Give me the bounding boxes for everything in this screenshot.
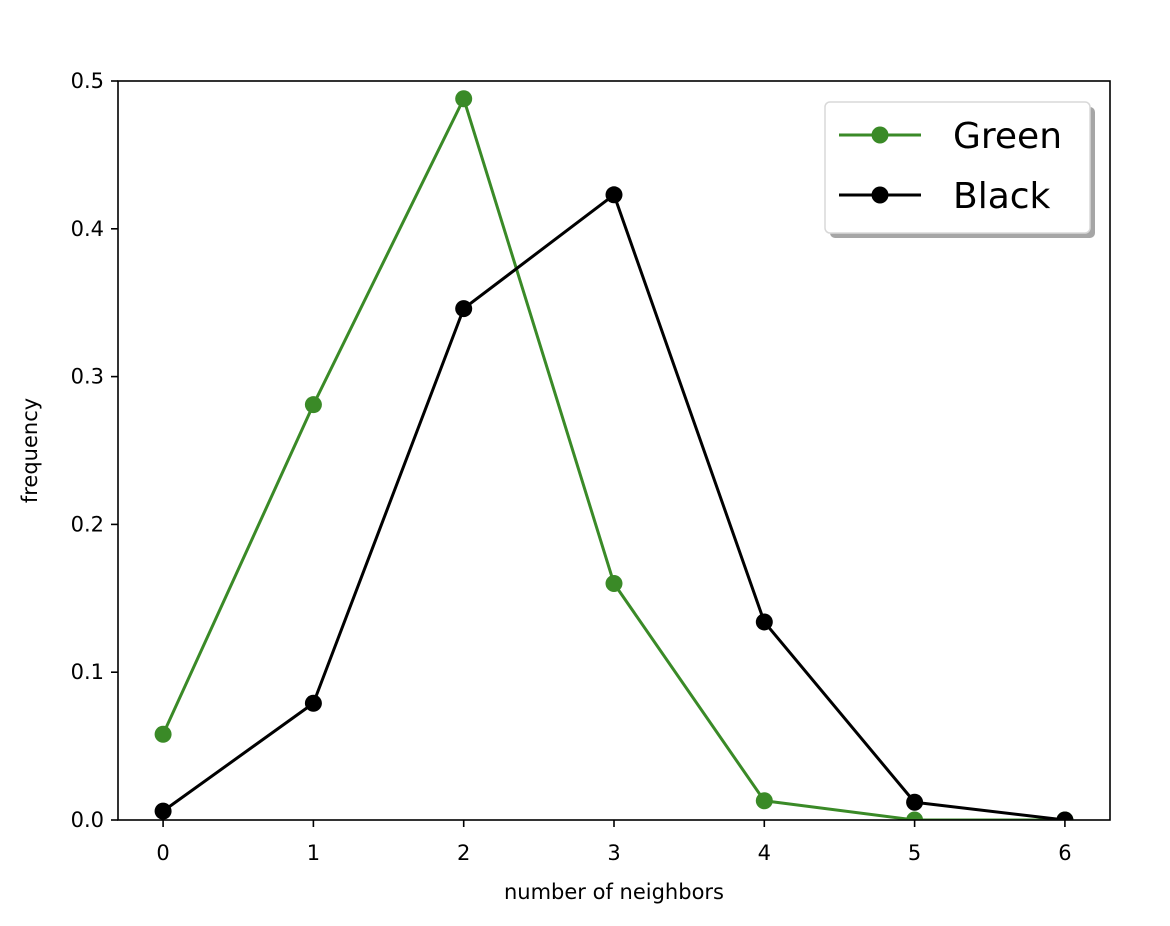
data-point: [455, 90, 473, 108]
legend-marker: [871, 186, 889, 204]
data-point: [605, 575, 623, 593]
legend-label: Green: [953, 116, 1062, 157]
x-tick-label: 0: [156, 841, 169, 865]
data-point: [455, 300, 473, 318]
x-axis-label: number of neighbors: [504, 880, 724, 904]
legend: Green Black: [824, 101, 1095, 238]
y-tick-label: 0.3: [71, 365, 104, 389]
data-point: [906, 793, 924, 811]
x-tick-label: 5: [908, 841, 921, 865]
legend-item-green: Green: [839, 116, 1062, 157]
series-layer: [154, 90, 1074, 820]
x-tick-label: 1: [307, 841, 320, 865]
y-tick-label: 0.5: [71, 69, 104, 93]
y-axis-ticks: 0.0 0.1 0.2 0.3 0.4 0.5: [71, 69, 118, 832]
x-axis-ticks: 0 1 2 3 4 5 6: [156, 820, 1072, 865]
data-point: [304, 694, 322, 712]
y-tick-label: 0.1: [71, 660, 104, 684]
legend-label: Black: [953, 176, 1051, 217]
data-point: [1056, 811, 1074, 820]
series-black: [154, 186, 1074, 820]
data-point: [906, 811, 924, 820]
y-axis-label: frequency: [18, 398, 42, 503]
y-tick-label: 0.4: [71, 217, 104, 241]
data-point: [154, 725, 172, 743]
legend-item-black: Black: [839, 176, 1051, 217]
x-tick-label: 3: [607, 841, 620, 865]
data-point: [154, 802, 172, 820]
legend-marker: [871, 126, 889, 144]
data-point: [605, 186, 623, 204]
y-tick-label: 0.2: [71, 512, 104, 536]
x-tick-label: 4: [758, 841, 771, 865]
x-tick-label: 6: [1058, 841, 1071, 865]
data-point: [304, 396, 322, 414]
data-point: [755, 613, 773, 631]
y-tick-label: 0.0: [71, 808, 104, 832]
data-point: [755, 792, 773, 810]
x-tick-label: 2: [457, 841, 470, 865]
